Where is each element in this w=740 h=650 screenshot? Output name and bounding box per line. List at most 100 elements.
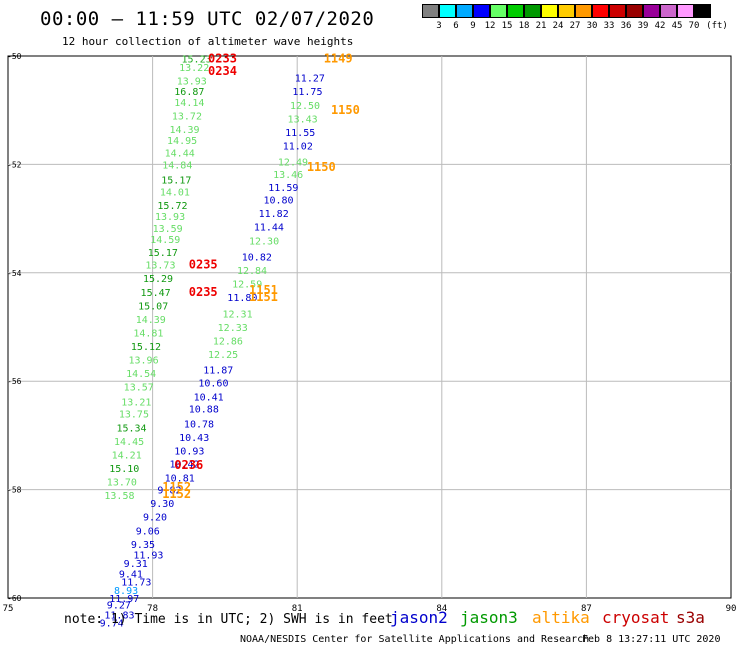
- wave-height-label: 10.93: [174, 447, 204, 458]
- wave-height-label: 16.87: [174, 87, 204, 98]
- wave-height-label: 11.75: [292, 87, 322, 98]
- wave-height-label: 13.58: [104, 491, 134, 502]
- wave-height-label: 11.73: [121, 578, 151, 589]
- legend-jason2: jason2: [390, 608, 448, 627]
- wave-height-label: 13.75: [119, 410, 149, 421]
- wave-height-label: 14.81: [133, 328, 163, 339]
- y-tick-label: -54: [7, 269, 22, 278]
- plot-frame: [7, 55, 732, 599]
- wave-height-label: 15.07: [138, 301, 168, 312]
- legend-altika: altika: [532, 608, 590, 627]
- legend-jason3: jason3: [460, 608, 518, 627]
- wave-height-label: 9.41: [119, 570, 143, 581]
- chart-subtitle: 12 hour collection of altimeter wave hei…: [62, 35, 354, 48]
- colorbar-label: 30: [586, 21, 598, 31]
- wave-height-label: 10.81: [165, 474, 195, 485]
- wave-height-label: 15.23: [182, 55, 212, 66]
- wave-height-label: 11.97: [109, 594, 139, 605]
- wave-height-label: 13.59: [153, 224, 183, 235]
- wave-height-label: 12.31: [222, 309, 252, 320]
- colorbar-label: 27: [569, 21, 581, 31]
- legend-cryosat: cryosat: [602, 608, 670, 627]
- wave-height-label: 15.34: [116, 423, 146, 434]
- credit-line: NOAA/NESDIS Center for Satellite Applica…: [240, 634, 590, 645]
- colorbar-swatch: [524, 4, 541, 18]
- legend-s3a: s3a: [676, 608, 705, 627]
- wave-height-label: 15.17: [148, 248, 178, 259]
- wave-height-label: 14.54: [126, 369, 156, 380]
- colorbar-label: 36: [620, 21, 632, 31]
- wave-height-label: 12.30: [249, 236, 279, 247]
- colorbar-swatch: [439, 4, 456, 18]
- colorbar-swatch: [473, 4, 490, 18]
- wave-height-label: 13.57: [124, 383, 154, 394]
- wave-height-label: 10.42: [169, 460, 199, 471]
- wave-height-label: 14.95: [167, 136, 197, 147]
- time-label: 1149: [324, 52, 353, 66]
- x-tick-label: 87: [581, 604, 592, 614]
- wave-height-label: 12.86: [213, 337, 243, 348]
- colorbar-label: 33: [603, 21, 615, 31]
- wave-height-label: 11.87: [203, 365, 233, 376]
- time-label: 0236: [174, 458, 203, 472]
- wave-height-label: 8.93: [114, 586, 138, 597]
- wave-height-label: 12.33: [218, 323, 248, 334]
- wave-height-label: 13.93: [177, 76, 207, 87]
- time-label: 1151: [249, 290, 278, 304]
- wave-height-label: 9.27: [107, 601, 131, 612]
- colorbar-label: 3: [436, 21, 442, 31]
- time-label: 0235: [189, 285, 218, 299]
- time-label: 0234: [208, 64, 237, 78]
- wave-height-label: 13.22: [179, 63, 209, 74]
- colorbar-swatch: [558, 4, 575, 18]
- wave-height-label: 14.84: [162, 160, 192, 171]
- time-label: 1152: [162, 487, 191, 501]
- wave-height-label: 10.80: [263, 196, 293, 207]
- wave-height-label: 15.29: [143, 274, 173, 285]
- x-tick-label: 81: [292, 604, 303, 614]
- colorbar-swatch: [507, 4, 524, 18]
- wave-height-label: 14.44: [165, 148, 195, 159]
- wave-height-label: 14.39: [136, 315, 166, 326]
- time-label: 1150: [307, 160, 336, 174]
- colorbar-label: 21: [535, 21, 547, 31]
- wave-height-label: 10.41: [194, 392, 224, 403]
- generated-timestamp: Feb 8 13:27:11 UTC 2020: [582, 634, 721, 645]
- wave-height-label: 15.47: [141, 288, 171, 299]
- footer-note: note: 1) Time is in UTC; 2) SWH is in fe…: [64, 612, 393, 627]
- time-label: 1150: [331, 103, 360, 117]
- colorbar-swatch: [456, 4, 473, 18]
- colorbar-swatch: [643, 4, 660, 18]
- colorbar-label: 6: [453, 21, 459, 31]
- colorbar-swatch: [660, 4, 677, 18]
- y-tick-label: -50: [7, 52, 22, 61]
- wave-height-label: 10.78: [184, 419, 214, 430]
- wave-height-label: 14.59: [150, 235, 180, 246]
- wave-height-label: 9.06: [136, 526, 160, 537]
- wave-height-label: 15.10: [109, 464, 139, 475]
- wave-height-label: 13.46: [273, 170, 303, 181]
- wave-height-label: 10.82: [242, 253, 272, 264]
- wave-height-label: 11.02: [283, 141, 313, 152]
- y-tick-label: -58: [7, 486, 22, 495]
- colorbar-swatch: [490, 4, 507, 18]
- colorbar-swatch: [694, 4, 711, 18]
- wave-height-label: 15.72: [157, 201, 187, 212]
- colorbar-swatch: [609, 4, 626, 18]
- colorbar-label: 9: [470, 21, 476, 31]
- wave-height-label: 10.88: [189, 404, 219, 415]
- wave-height-label: 15.12: [131, 342, 161, 353]
- wave-height-label: 12.49: [278, 158, 308, 169]
- colorbar-label: 39: [637, 21, 649, 31]
- x-tick-label: 90: [726, 604, 737, 614]
- colorbar-swatch: [422, 4, 439, 18]
- wave-height-label: 14.45: [114, 437, 144, 448]
- wave-height-label: 11.82: [259, 209, 289, 220]
- wave-height-label: 9.35: [131, 540, 155, 551]
- colorbar-label: 12: [484, 21, 496, 31]
- colorbar-swatch: [677, 4, 694, 18]
- colorbar-swatch: [575, 4, 592, 18]
- wave-height-label: 9.31: [124, 559, 148, 570]
- y-tick-label: -56: [7, 377, 22, 386]
